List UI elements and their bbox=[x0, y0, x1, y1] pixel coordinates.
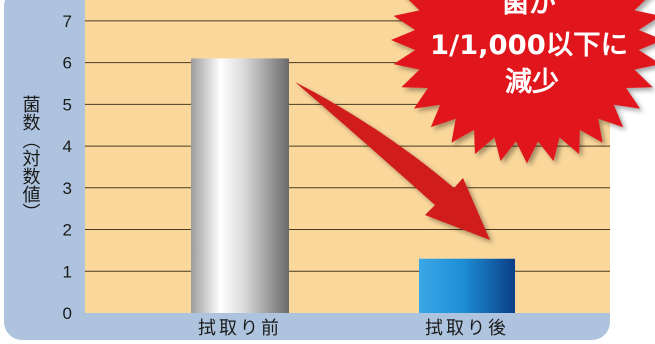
y-tick-label: 2 bbox=[63, 221, 72, 240]
callout-line-1: 菌が bbox=[502, 0, 556, 19]
x-category-label: 拭取り後 bbox=[425, 318, 509, 339]
callout-line-3: 減少 bbox=[505, 67, 559, 98]
bars bbox=[191, 58, 515, 313]
bar-2 bbox=[419, 258, 515, 313]
y-tick-label: 0 bbox=[63, 304, 72, 323]
x-category-label: 拭取り前 bbox=[198, 318, 282, 339]
arrow-icon bbox=[295, 82, 490, 240]
starburst-callout: 菌が 1/1,000以下に 減少 bbox=[390, 0, 655, 164]
starburst-icon bbox=[390, 0, 655, 164]
y-axis-ticks: 0 1 2 3 4 5 6 7 bbox=[63, 12, 72, 323]
y-tick-label: 4 bbox=[63, 137, 72, 156]
callout-line-2: 1/1,000以下に bbox=[430, 30, 628, 61]
x-axis-labels: 拭取り前 拭取り後 bbox=[198, 318, 509, 339]
y-axis-label: 菌数（対数値） bbox=[20, 95, 41, 221]
decrease-arrow bbox=[295, 82, 490, 240]
y-tick-label: 6 bbox=[63, 54, 72, 73]
y-tick-label: 3 bbox=[63, 179, 72, 198]
y-tick-label: 1 bbox=[63, 262, 72, 281]
y-tick-label: 5 bbox=[63, 95, 72, 114]
y-axis-label-text: 菌数（対数値） bbox=[20, 95, 41, 221]
bar-1 bbox=[191, 58, 289, 313]
y-tick-label: 7 bbox=[63, 12, 72, 31]
